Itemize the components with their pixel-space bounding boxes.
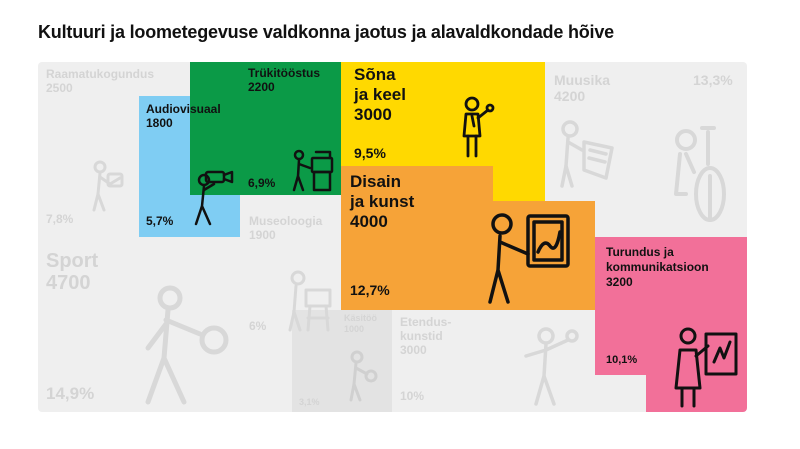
presenter-icon [670,326,742,408]
crafter-icon [343,350,379,402]
museum-visitor-icon [286,270,334,332]
museoloogia-name: Museoloogia [249,214,323,228]
tile-turundus-lower [646,375,747,412]
sona-value: 3000 [354,105,392,124]
printer-operator-icon [290,148,336,192]
etenduskunstid-name-2: kunstid [400,329,443,343]
museoloogia-value: 1900 [249,228,276,242]
speaker-icon [458,96,498,158]
tile-sport [38,237,240,412]
reader-icon [86,160,126,212]
sport-name: Sport [46,250,99,272]
tile-sport-ext [240,342,292,412]
trukitoostus-share: 6,9% [248,176,276,190]
turundus-name-2: kommunikatsioon [606,260,709,274]
painter-icon [486,212,572,304]
audiovisuaal-value: 1800 [146,116,173,130]
trukitoostus-name: Trükitööstus [248,66,321,80]
disain-value: 4000 [350,212,388,231]
performer-icon [516,326,580,406]
disain-name-2: ja kunst [350,192,415,211]
camera-operator-icon [190,170,234,226]
sport-share: 14,9% [46,384,95,403]
disain-share: 12,7% [350,282,390,298]
muusika-value: 4200 [554,88,586,104]
athlete-icon [138,284,234,406]
muusika-name: Muusika [554,72,611,88]
raamatukogundus-value: 2500 [46,81,73,95]
sona-share: 9,5% [354,145,386,161]
sona-name-2: ja keel [354,85,406,104]
turundus-value: 3200 [606,275,633,289]
audiovisuaal-name: Audiovisuaal [146,102,221,116]
cellist-icon [664,124,734,232]
kasitoo-share: 3,1% [299,397,320,407]
teacher-board-icon [556,120,616,190]
tile-sona-right [493,166,545,201]
turundus-name-1: Turundus ja [606,245,674,259]
kasitoo-name: Käsitöö [344,313,378,323]
kasitoo-value: 1000 [344,324,365,334]
tile-sona [341,62,545,166]
etenduskunstid-share: 10% [400,389,425,403]
tile-disain [341,166,493,310]
etenduskunstid-name-1: Etendus- [400,315,452,329]
raamatukogundus-name: Raamatukogundus [46,67,155,81]
etenduskunstid-value: 3000 [400,343,427,357]
disain-name-1: Disain [350,172,402,191]
raamatukogundus-share: 7,8% [46,212,74,226]
muusika-share: 13,3% [693,72,733,88]
sona-name-1: Sõna [354,65,396,84]
trukitoostus-value: 2200 [248,80,275,94]
museoloogia-share: 6% [249,319,267,333]
sport-value: 4700 [46,272,91,294]
turundus-share: 10,1% [606,354,638,366]
audiovisuaal-share: 5,7% [146,214,174,228]
chart-title: Kultuuri ja loometegevuse valdkonna jaot… [38,22,614,42]
